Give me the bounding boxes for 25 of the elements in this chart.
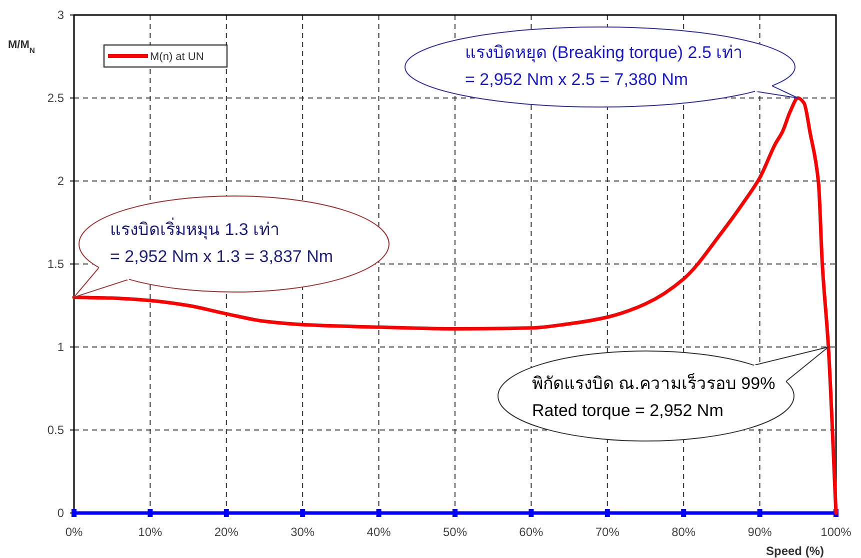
y-axis-title: M/M$_{N}$	[8, 39, 36, 54]
x-tick-label: 40%	[366, 525, 392, 539]
y-tick-label: 3	[57, 8, 64, 22]
y-tick-label: 1.5	[47, 257, 64, 271]
x-tick-label: 30%	[290, 525, 315, 539]
y-tick-label: 0.5	[47, 423, 64, 437]
x-tick-label: 60%	[519, 525, 544, 539]
x-tick-label: 0%	[65, 525, 83, 539]
y-tick-label: 2	[57, 174, 64, 188]
x-tick-label: 70%	[595, 525, 620, 539]
annotation: พิกัดแรงบิด ณ.ความเร็วรอบ 99% Rated torque = 2,952 Nm	[532, 372, 776, 420]
x-tick-label: 90%	[748, 525, 772, 539]
x-axis-title: Speed (%)	[766, 544, 824, 558]
y-tick-label: 2.5	[47, 91, 64, 105]
x-tick-label: 10%	[138, 525, 163, 539]
y-tick-label: 0	[57, 506, 64, 520]
annotation: แรงบิดหยุด (Breaking torque) 2.5 เท่า = 2,952 Nm x 2.5 = 7,380 Nm	[465, 43, 744, 89]
annotation: แรงบิดเริ่มหมุน 1.3 เท่า = 2,952 Nm x 1.3 = 3,837 Nm	[110, 217, 334, 266]
x-tick-label: 100%	[820, 525, 852, 539]
legend-label: M(n) at UN	[150, 51, 204, 63]
x-tick-label: 50%	[442, 525, 468, 539]
x-tick-label: 20%	[214, 525, 239, 539]
legend: M(n) at UN	[104, 44, 228, 68]
x-tick-label: 80%	[672, 525, 696, 539]
y-tick-label: 1	[57, 340, 64, 354]
